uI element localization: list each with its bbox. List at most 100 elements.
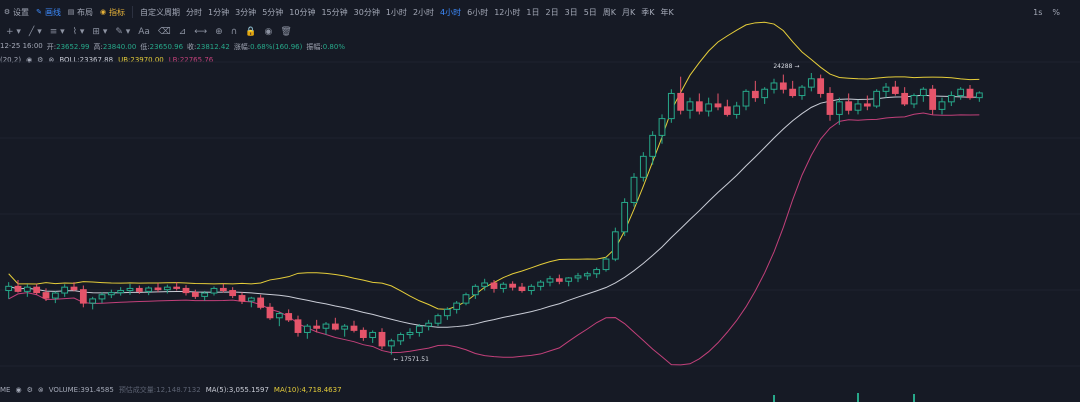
timeframe-13[interactable]: 2日 [545, 7, 559, 17]
candle-down [331, 323, 339, 330]
wave-tool[interactable]: ⌇ ▾ [72, 27, 85, 37]
visibility-eye-icon[interactable]: ◉ [26, 56, 33, 64]
ruler-tool[interactable]: ⊿ [178, 27, 187, 37]
indicator-icon: ◉ [99, 8, 107, 16]
candle-up [770, 82, 778, 90]
settings-button[interactable]: ⚙ 设置 [0, 7, 32, 18]
indicator-button[interactable]: ◉ 指标 [96, 7, 128, 18]
percent-button[interactable]: % [1052, 7, 1060, 17]
brush-tool[interactable]: ✎ ▾ [115, 27, 131, 37]
candle-up [807, 78, 815, 88]
candle-down [378, 331, 386, 347]
timeframe-8[interactable]: 2小时 [412, 7, 435, 17]
amplitude-field: 振幅:0.80% [306, 43, 345, 51]
lock-tool[interactable]: 🔒 [245, 27, 257, 37]
eraser-tool[interactable]: ⌫ [157, 27, 171, 37]
candle-up [583, 273, 591, 277]
volume-ma5: MA(5):3,055.1597 [205, 386, 269, 394]
layout-button[interactable]: ▤ 布局 [64, 7, 96, 18]
candle-up [686, 101, 694, 111]
custom-period-button[interactable]: 自定义周期 [137, 7, 183, 18]
zoom-tool[interactable]: ⊕ [215, 27, 223, 37]
magnet-tool[interactable]: ∩ [230, 27, 238, 37]
timeframe-9[interactable]: 4小时 [440, 7, 462, 17]
candle-up [163, 286, 171, 291]
trash-tool[interactable]: 🗑 [280, 27, 292, 37]
volume-value: VOLUME:391.4585 [48, 386, 114, 394]
timeframe-18[interactable]: 季K [641, 7, 655, 17]
candle-down [42, 292, 50, 299]
toolbar-right: 1s % [1033, 0, 1060, 24]
timeframe-7[interactable]: 1小时 [385, 7, 407, 17]
line-tool[interactable]: ╱ ▾ [28, 27, 42, 37]
change-field: 涨幅:0.68%(160.96) [233, 43, 303, 51]
settings-label: 设置 [13, 7, 29, 17]
candle-up [406, 331, 414, 336]
gear-icon: ⚙ [3, 8, 11, 16]
timeframe-0[interactable]: 分时 [186, 7, 202, 17]
candle-down [238, 295, 246, 302]
boll-lb-value: LB:22765.76 [168, 56, 214, 64]
candle-down [789, 88, 797, 97]
candle-up [546, 278, 554, 283]
candle-down [490, 282, 498, 289]
candle-up [107, 292, 115, 296]
candle-up [947, 95, 955, 103]
timeframe-12[interactable]: 1日 [526, 7, 540, 17]
candle-up [957, 88, 965, 97]
candle-up [565, 277, 573, 282]
timeframe-15[interactable]: 5日 [583, 7, 597, 17]
timeframe-11[interactable]: 12小时 [494, 7, 521, 17]
candle-down [359, 329, 367, 338]
timeframe-14[interactable]: 3日 [564, 7, 578, 17]
custom-period-label: 自定义周期 [140, 7, 180, 17]
candle-up [705, 103, 713, 112]
grid-tool[interactable]: ⊞ ▾ [92, 27, 108, 37]
timeframe-17[interactable]: 月K [622, 7, 636, 17]
candle-up [882, 86, 890, 92]
candle-down [313, 325, 321, 329]
candle-up [919, 88, 927, 97]
candle-up [415, 325, 423, 333]
high-price-value: 24288 [773, 62, 793, 70]
volume-eye-icon[interactable]: ◉ [15, 386, 22, 394]
boll-params: (20,2) [0, 56, 22, 64]
candle-up [742, 90, 750, 107]
draw-button[interactable]: ✎ 画线 [32, 7, 64, 18]
candle-down [518, 286, 526, 292]
measure-tool[interactable]: ⟷ [194, 27, 208, 37]
timeframe-10[interactable]: 6小时 [467, 7, 489, 17]
candlesticks [5, 72, 983, 355]
timeframe-2[interactable]: 3分钟 [235, 7, 257, 17]
candle-up [761, 88, 769, 99]
timeframe-6[interactable]: 30分钟 [353, 7, 380, 17]
volume-settings-icon[interactable]: ⚙ [26, 386, 33, 394]
candle-up [23, 286, 31, 292]
candle-down [350, 325, 358, 331]
eye-tool[interactable]: ◉ [264, 27, 273, 37]
candle-down [863, 103, 871, 107]
timeframe-4[interactable]: 10分钟 [289, 7, 316, 17]
crosshair-tool[interactable]: + ▾ [6, 27, 21, 37]
timeframe-19[interactable]: 年K [660, 7, 674, 17]
channel-tool[interactable]: ≡ ▾ [49, 27, 65, 37]
interval-1s-button[interactable]: 1s [1033, 7, 1043, 17]
top-toolbar: ⚙ 设置 ✎ 画线 ▤ 布局 ◉ 指标 自定义周期 分时 1分钟 3分钟 5分钟 10分… [0, 0, 1080, 24]
timeframe-3[interactable]: 5分钟 [262, 7, 284, 17]
close-field: 收:23812.42 [187, 43, 230, 51]
timeframe-5[interactable]: 15分钟 [321, 7, 348, 17]
candle-up [481, 282, 489, 287]
timeframe-1[interactable]: 1分钟 [208, 7, 230, 17]
candle-up [453, 302, 461, 310]
candle-down [509, 283, 517, 288]
text-tool[interactable]: Aa [138, 27, 150, 37]
close-icon[interactable]: ⊗ [48, 56, 55, 64]
settings-gear-icon[interactable]: ⚙ [37, 56, 44, 64]
candle-down [70, 286, 78, 291]
volume-close-icon[interactable]: ⊗ [37, 386, 44, 394]
timeframe-list: 分时 1分钟 3分钟 5分钟 10分钟 15分钟 30分钟 1小时 2小时 4小时 6小时 12小时 1… [183, 7, 677, 18]
candle-up [61, 286, 69, 294]
candle-up [126, 287, 134, 292]
timeframe-16[interactable]: 周K [602, 7, 617, 17]
